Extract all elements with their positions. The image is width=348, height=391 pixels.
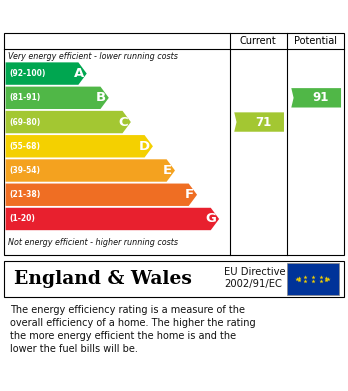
Text: G: G [205,212,216,226]
Text: (81-91): (81-91) [10,93,41,102]
Text: F: F [185,188,194,201]
Text: E: E [163,164,172,177]
Bar [4,260,344,298]
Text: (92-100): (92-100) [10,69,46,78]
Text: (69-80): (69-80) [10,118,41,127]
Text: Not energy efficient - higher running costs: Not energy efficient - higher running co… [8,238,178,247]
Text: EU Directive
2002/91/EC: EU Directive 2002/91/EC [224,267,286,289]
Text: B: B [96,91,106,104]
Polygon shape [6,183,197,206]
Polygon shape [6,135,153,158]
Text: 71: 71 [255,116,272,129]
Text: C: C [118,116,128,129]
Polygon shape [6,208,219,230]
Text: Energy Efficiency Rating: Energy Efficiency Rating [9,7,211,23]
Polygon shape [6,159,175,182]
Text: England & Wales: England & Wales [14,270,192,288]
Polygon shape [6,63,87,85]
Bar [287,263,339,295]
Text: 91: 91 [313,91,329,104]
Text: Current: Current [240,36,277,46]
Text: (55-68): (55-68) [10,142,41,151]
Text: D: D [139,140,150,153]
Text: Very energy efficient - lower running costs: Very energy efficient - lower running co… [8,52,177,61]
Polygon shape [234,112,284,132]
Text: Potential: Potential [294,36,337,46]
Text: (1-20): (1-20) [10,215,35,224]
Text: A: A [74,67,84,80]
Polygon shape [291,88,341,108]
Text: (21-38): (21-38) [10,190,41,199]
Text: The energy efficiency rating is a measure of the
overall efficiency of a home. T: The energy efficiency rating is a measur… [10,305,256,354]
Polygon shape [6,111,131,133]
Polygon shape [6,87,109,109]
Text: (39-54): (39-54) [10,166,41,175]
